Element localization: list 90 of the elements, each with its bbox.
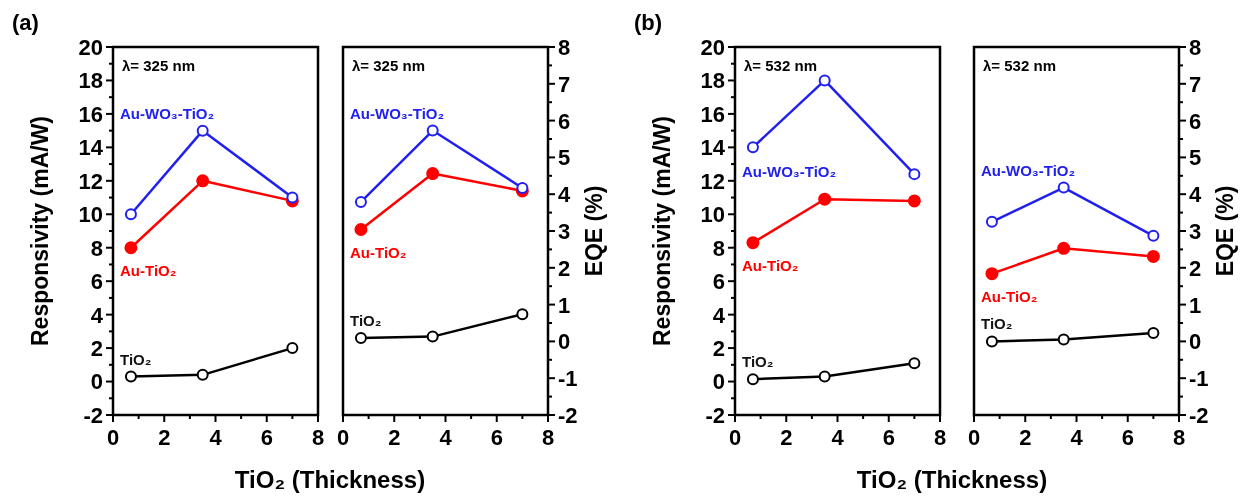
series-label: TiO₂ bbox=[742, 353, 774, 371]
y2-tick-label: 6 bbox=[1189, 108, 1202, 134]
y2-tick-label: 8 bbox=[558, 34, 571, 60]
y-tick-label: 2 bbox=[712, 336, 725, 362]
x-axis-title: TiO₂ (Thickness) bbox=[856, 466, 1048, 493]
x-tick-label: 4 bbox=[831, 425, 845, 450]
x-tick-label: 4 bbox=[1070, 425, 1084, 450]
text: (b) bbox=[634, 10, 663, 35]
x-axis-title: TiO₂ (Thickness) bbox=[234, 466, 426, 493]
x-tick-label: 2 bbox=[780, 425, 793, 450]
y-tick-label: 20 bbox=[78, 34, 103, 60]
y-tick-label: 18 bbox=[78, 68, 103, 94]
x-tick-label: 8 bbox=[311, 425, 325, 450]
y2-tick-label: 3 bbox=[1189, 218, 1202, 244]
series-label: TiO₂ bbox=[981, 315, 1013, 333]
x-tick-label: 4 bbox=[209, 425, 223, 450]
y2-tick-label: 7 bbox=[558, 71, 571, 97]
y-tick-label: 12 bbox=[78, 168, 103, 194]
series-label: TiO₂ bbox=[120, 350, 152, 368]
text: (a) bbox=[12, 10, 39, 35]
y2-tick-label: -2 bbox=[1189, 402, 1209, 428]
y2-tick-label: 2 bbox=[1189, 255, 1202, 281]
y-tick-label: 4 bbox=[90, 302, 104, 328]
x-tick-label: 0 bbox=[106, 425, 120, 450]
series-label: Au-WO₃-TiO₂ bbox=[981, 161, 1076, 179]
y-tick-label: 14 bbox=[700, 135, 726, 161]
y-tick-label: 10 bbox=[700, 202, 725, 228]
annotation: λ= 325 nm bbox=[122, 57, 195, 74]
series-label: Au-TiO₂ bbox=[981, 287, 1038, 305]
y-tick-label: 16 bbox=[78, 101, 103, 127]
y-tick-label: 16 bbox=[700, 101, 725, 127]
y2-tick-label: 6 bbox=[558, 108, 571, 134]
x-tick-label: 2 bbox=[388, 425, 401, 450]
y-axis-title: Responsivity (mA/W) bbox=[27, 115, 53, 347]
y2-tick-label: 1 bbox=[1189, 292, 1202, 318]
y2-tick-label: -1 bbox=[1189, 366, 1209, 392]
y-tick-label: 8 bbox=[712, 235, 725, 261]
y2-tick-label: 5 bbox=[558, 145, 571, 171]
y-tick-label: 0 bbox=[712, 369, 725, 395]
x-tick-label: 8 bbox=[541, 425, 555, 450]
x-tick-label: 8 bbox=[1172, 425, 1186, 450]
x-tick-label: 6 bbox=[260, 425, 273, 450]
x-tick-label: 2 bbox=[158, 425, 171, 450]
y-tick-label: 14 bbox=[78, 135, 104, 161]
x-tick-label: 6 bbox=[490, 425, 503, 450]
series-label: Au-WO₃-TiO₂ bbox=[350, 105, 445, 123]
y2-tick-label: 1 bbox=[558, 292, 571, 318]
y2-tick-label: 0 bbox=[1189, 329, 1202, 355]
x-tick-label: 0 bbox=[728, 425, 742, 450]
y-tick-label: 0 bbox=[90, 369, 103, 395]
y2-tick-label: 0 bbox=[558, 329, 571, 355]
x-tick-label: 0 bbox=[967, 425, 981, 450]
annotation: λ= 532 nm bbox=[983, 57, 1056, 74]
y2-tick-label: -2 bbox=[558, 402, 578, 428]
annotation: λ= 532 nm bbox=[744, 57, 817, 74]
y-tick-label: 6 bbox=[90, 269, 103, 295]
y2-tick-label: 5 bbox=[1189, 145, 1202, 171]
y2-axis-title: EQE (%) bbox=[1212, 185, 1238, 277]
y-tick-label: 12 bbox=[700, 168, 725, 194]
y2-axis-title: EQE (%) bbox=[581, 185, 607, 277]
y2-tick-label: 4 bbox=[558, 182, 571, 208]
y-tick-label: 4 bbox=[712, 302, 726, 328]
y-tick-label: -2 bbox=[83, 402, 103, 428]
y-tick-label: 2 bbox=[90, 336, 103, 362]
series-label: Au-TiO₂ bbox=[120, 261, 177, 279]
y-tick-label: 18 bbox=[700, 68, 725, 94]
series-label: Au-WO₃-TiO₂ bbox=[742, 163, 837, 181]
y-tick-label: 10 bbox=[78, 202, 103, 228]
x-tick-label: 6 bbox=[882, 425, 895, 450]
series-label: Au-TiO₂ bbox=[742, 256, 799, 274]
y-tick-label: 8 bbox=[90, 235, 103, 261]
y2-tick-label: 3 bbox=[558, 218, 571, 244]
x-tick-label: 2 bbox=[1019, 425, 1032, 450]
y2-tick-label: -1 bbox=[558, 366, 578, 392]
y2-tick-label: 7 bbox=[1189, 71, 1202, 97]
y-tick-label: -2 bbox=[705, 402, 725, 428]
y2-tick-label: 2 bbox=[558, 255, 571, 281]
y2-tick-label: 8 bbox=[1189, 34, 1202, 60]
annotation: λ= 325 nm bbox=[352, 57, 425, 74]
x-tick-label: 0 bbox=[336, 425, 350, 450]
series-label: Au-TiO₂ bbox=[350, 243, 407, 261]
x-tick-label: 6 bbox=[1121, 425, 1134, 450]
x-tick-label: 4 bbox=[439, 425, 453, 450]
series-label: TiO₂ bbox=[350, 312, 382, 330]
y2-tick-label: 4 bbox=[1189, 182, 1202, 208]
y-tick-label: 6 bbox=[712, 269, 725, 295]
x-tick-label: 8 bbox=[933, 425, 947, 450]
y-tick-label: 20 bbox=[700, 34, 725, 60]
series-label: Au-WO₃-TiO₂ bbox=[120, 105, 215, 123]
y-axis-title: Responsivity (mA/W) bbox=[649, 115, 675, 347]
